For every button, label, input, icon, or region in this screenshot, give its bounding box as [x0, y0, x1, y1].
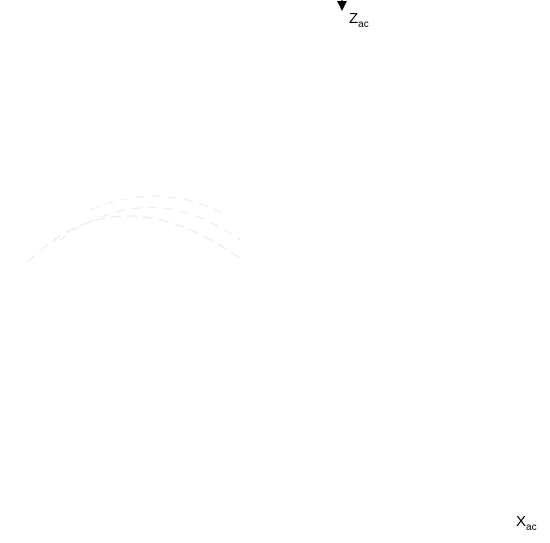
- x-axis-title-sub: ac: [526, 522, 537, 533]
- x-axis-title-main: X: [516, 513, 526, 530]
- x-axis-title: Xac: [516, 513, 537, 533]
- faint-arc-artifacts: [27, 195, 246, 263]
- z-axis-title: Zac: [349, 10, 369, 30]
- z-axis-title-sub: ac: [358, 19, 369, 30]
- z-axis-title-main: Z: [349, 10, 358, 27]
